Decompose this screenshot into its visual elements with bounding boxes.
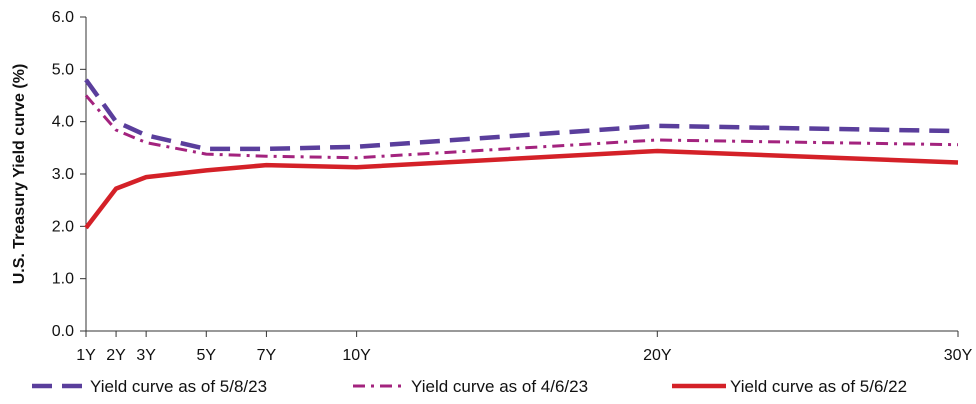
series-line-1 — [84, 78, 959, 152]
x-tick-label: 30Y — [944, 347, 973, 364]
y-tick-label: 4.0 — [52, 114, 74, 131]
series-layer — [84, 78, 959, 230]
y-tick-label: 1.0 — [52, 271, 74, 288]
x-tick-label: 5Y — [196, 347, 216, 364]
x-tick-label: 7Y — [257, 347, 277, 364]
y-tick-label: 6.0 — [52, 9, 74, 26]
x-tick-label: 10Y — [342, 347, 371, 364]
y-tick-label: 3.0 — [52, 166, 74, 183]
legend-label-3: Yield curve as of 5/6/22 — [730, 377, 907, 396]
y-axis-title: U.S. Treasury Yield curve (%) — [11, 64, 28, 285]
series-line-2 — [84, 94, 959, 160]
axes: 0.0 1.0 2.0 3.0 4.0 5.0 6.0 1Y 2Y 3Y 5Y 7Y 10Y 20Y 30Y — [52, 9, 973, 364]
x-tick-label: 1Y — [76, 347, 96, 364]
y-tick-label: 0.0 — [52, 323, 74, 340]
x-tick-label: 20Y — [643, 347, 672, 364]
y-axis-title-group: U.S. Treasury Yield curve (%) — [11, 64, 28, 285]
legend-label-1: Yield curve as of 5/8/23 — [90, 377, 267, 396]
y-tick-label: 5.0 — [52, 61, 74, 78]
legend: Yield curve as of 5/8/23 Yield curve as o… — [32, 377, 907, 396]
x-tick-label: 2Y — [106, 347, 126, 364]
x-tick-label: 3Y — [136, 347, 156, 364]
y-tick-label: 2.0 — [52, 218, 74, 235]
legend-label-2: Yield curve as of 4/6/23 — [411, 377, 588, 396]
series-line-3 — [84, 148, 959, 230]
